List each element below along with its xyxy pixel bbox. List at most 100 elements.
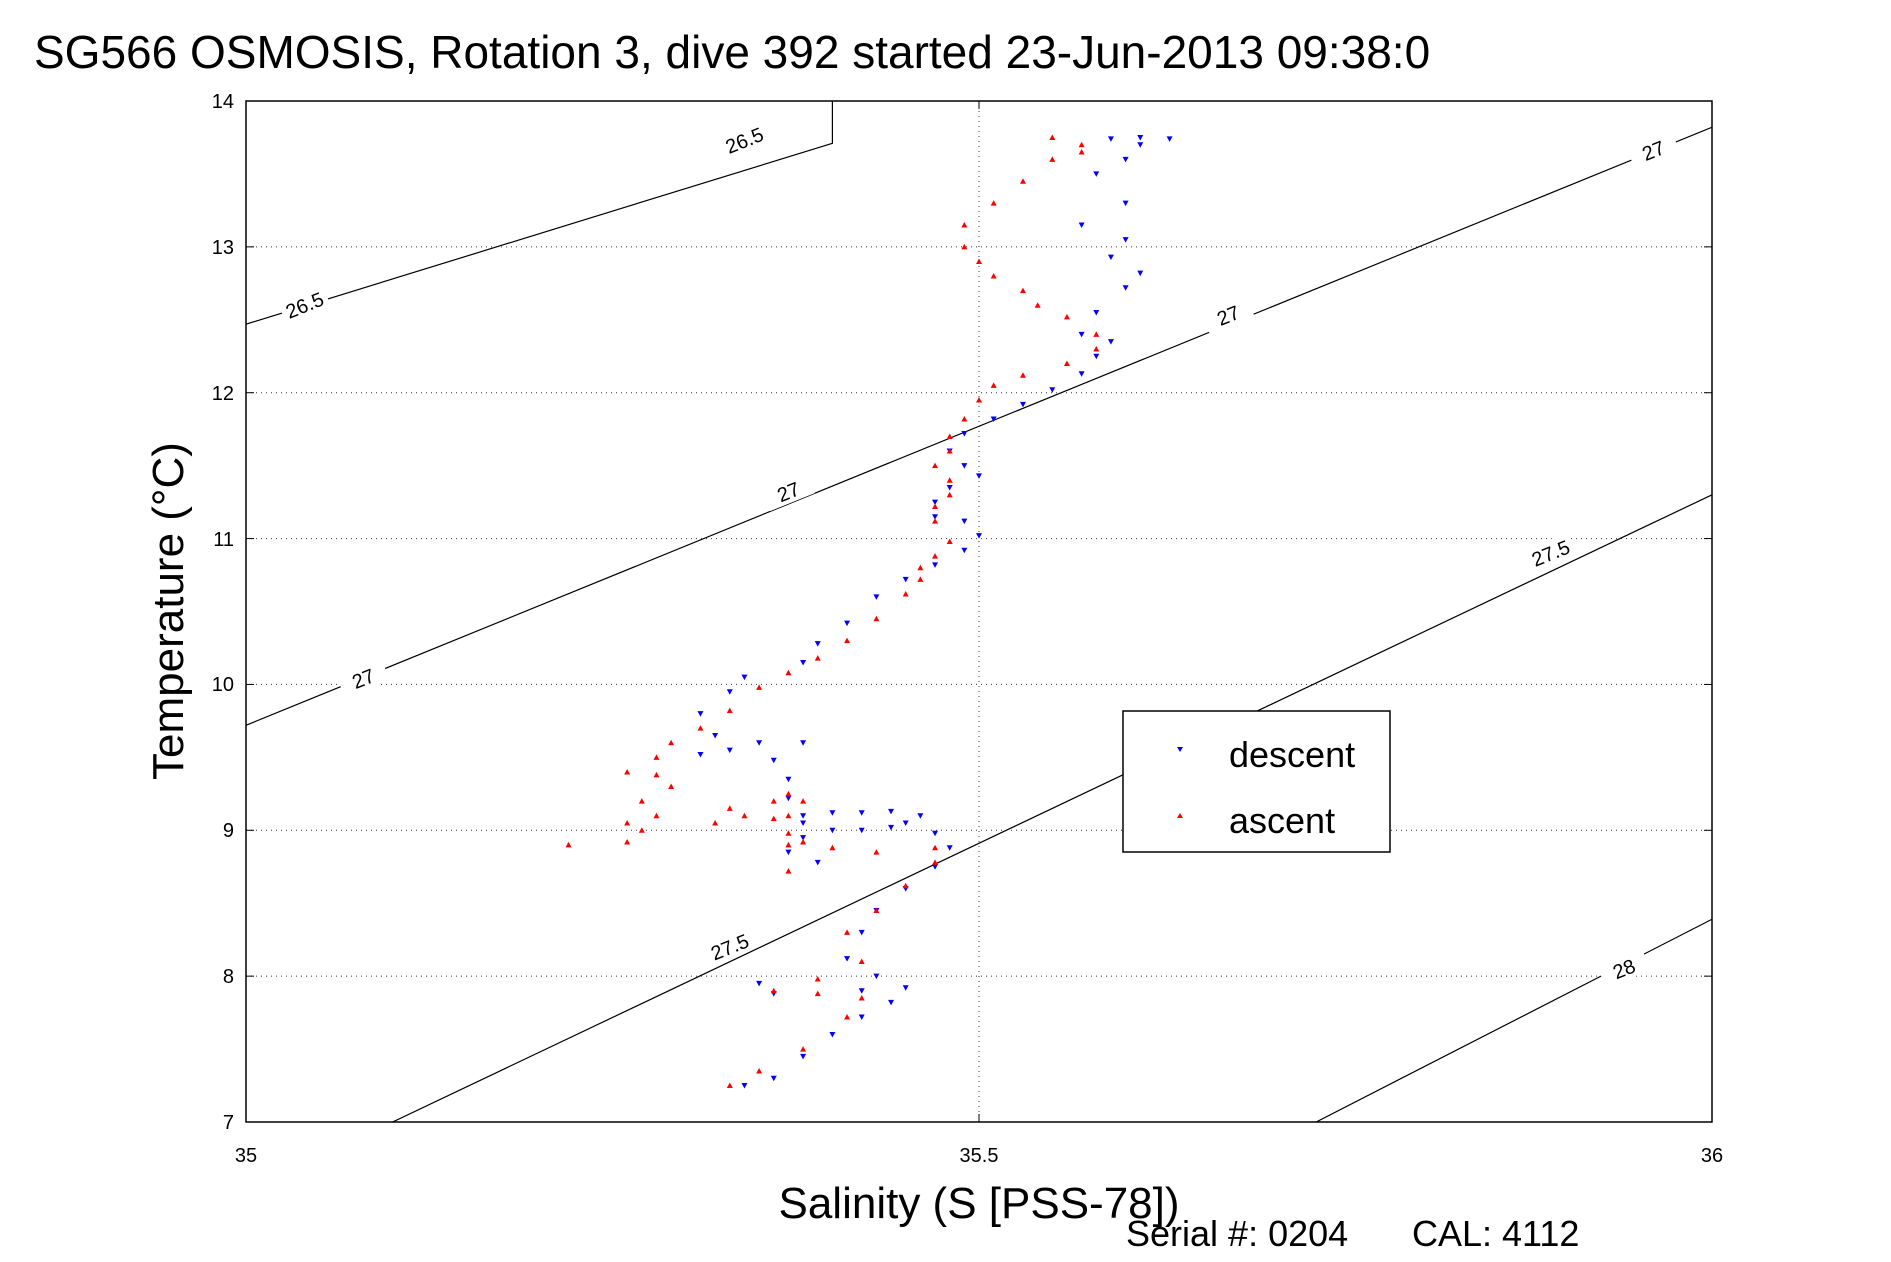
- ascent-point: [800, 1046, 807, 1052]
- ascent-point: [961, 221, 968, 228]
- ascent-point: [917, 564, 924, 571]
- descent-point: [1137, 134, 1144, 141]
- ascent-point: [844, 1013, 851, 1020]
- ascent-point: [1063, 360, 1070, 367]
- descent-point: [932, 864, 939, 870]
- descent-point: [1078, 222, 1085, 228]
- descent-point: [785, 776, 792, 783]
- ascent-point: [726, 707, 733, 714]
- ascent-point: [624, 768, 631, 775]
- ascent-point: [726, 1082, 733, 1089]
- descent-point: [932, 830, 939, 837]
- ascent-point: [976, 397, 982, 403]
- descent-point: [1049, 387, 1056, 393]
- descent-point: [697, 711, 704, 717]
- density-contours: [246, 101, 1712, 1122]
- ascent-point: [1093, 345, 1100, 352]
- x-tick-label: 36: [1701, 1145, 1723, 1167]
- descent-point: [1093, 353, 1100, 360]
- ascent-point: [932, 462, 939, 469]
- serial-number-label: Serial #: 0204: [1126, 1213, 1348, 1254]
- descent-point: [888, 808, 895, 815]
- ascent-point: [770, 798, 777, 804]
- contour-label-background: [702, 925, 757, 967]
- ascent-point: [814, 976, 821, 982]
- legend-ascent-label: ascent: [1229, 800, 1335, 841]
- ascent-point: [917, 576, 924, 582]
- descent-point: [770, 757, 777, 764]
- descent-point: [770, 1075, 777, 1082]
- descent-point: [858, 827, 865, 834]
- descent-point: [1093, 309, 1100, 316]
- ascent-point: [697, 725, 704, 731]
- descent-point: [1122, 285, 1129, 291]
- descent-point: [800, 740, 807, 746]
- contour-label-background: [1201, 294, 1255, 335]
- descent-point: [946, 485, 953, 491]
- descent-point: [1078, 331, 1085, 338]
- descent-point: [1078, 371, 1085, 377]
- legend-box: [1122, 710, 1391, 853]
- descent-point: [785, 849, 792, 856]
- ascent-point: [990, 382, 997, 388]
- descent-point: [726, 689, 733, 695]
- ascent-point: [844, 637, 851, 644]
- ascent-point: [653, 812, 660, 819]
- descent-point: [961, 431, 968, 437]
- ascent-point: [961, 415, 968, 422]
- descent-point: [800, 835, 807, 841]
- legend-descent-marker: [1177, 747, 1183, 752]
- ascent-point: [741, 812, 748, 819]
- descent-point: [961, 463, 968, 469]
- descent-point: [961, 547, 968, 554]
- ascent-point: [785, 790, 792, 797]
- descent-point: [932, 562, 939, 568]
- contour-label-background: [1596, 947, 1651, 989]
- descent-point: [741, 1083, 748, 1089]
- descent-point: [829, 1031, 836, 1038]
- density-contour-line: [392, 494, 1712, 1122]
- descent-point: [800, 1053, 807, 1060]
- descent-point: [1166, 136, 1173, 142]
- density-contour-line: [246, 126, 1712, 726]
- ascent-point: [902, 590, 909, 597]
- ascent-point: [946, 448, 953, 454]
- legend: descent ascent: [1122, 710, 1391, 853]
- ascent-point: [624, 819, 631, 826]
- descent-point: [800, 813, 807, 819]
- ascent-point: [814, 990, 821, 997]
- descent-point: [1107, 254, 1114, 261]
- descent-point: [756, 740, 763, 746]
- ascent-point: [785, 812, 792, 819]
- ascent-point: [932, 844, 939, 851]
- descent-point: [814, 859, 821, 866]
- ascent-point: [800, 798, 807, 804]
- descent-point: [829, 810, 836, 816]
- descent-point: [1137, 142, 1144, 148]
- contour-label-background: [717, 119, 771, 160]
- descent-point: [741, 674, 748, 681]
- descent-point: [1122, 237, 1129, 243]
- x-tick-label: 35: [235, 1145, 257, 1167]
- ascent-point: [1078, 141, 1085, 148]
- descent-point: [1107, 339, 1114, 345]
- descent-point: [1137, 270, 1144, 277]
- descent-point: [902, 820, 909, 826]
- contour-label-background: [1523, 532, 1578, 573]
- ascent-point: [756, 684, 763, 690]
- grid-lines: [246, 101, 1712, 1122]
- descent-point: [1107, 136, 1114, 142]
- descent-point: [1122, 156, 1129, 163]
- descent-point: [1019, 401, 1026, 408]
- descent-point: [712, 732, 719, 739]
- ascent-point: [785, 669, 792, 676]
- density-contour-line: [246, 101, 834, 325]
- ascent-point: [653, 771, 660, 778]
- ascent-point: [785, 830, 792, 836]
- ascent-point: [932, 859, 939, 865]
- ascent-point: [1093, 331, 1100, 337]
- ascent-point: [726, 805, 733, 811]
- density-contour-line: [1315, 918, 1712, 1122]
- descent-point: [976, 533, 982, 539]
